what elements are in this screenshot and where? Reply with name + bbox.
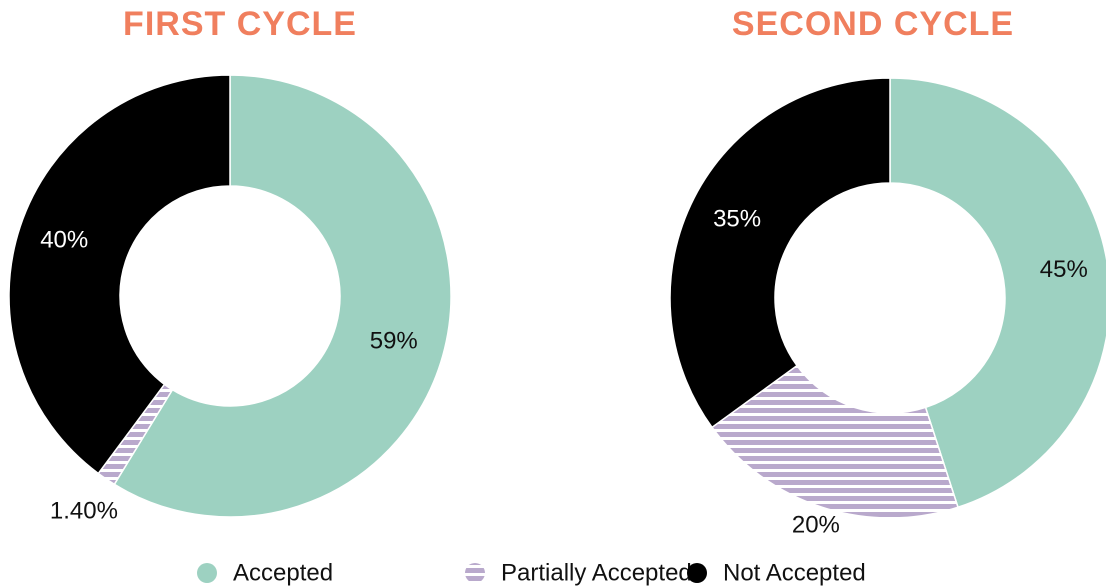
legend-swatch bbox=[687, 563, 707, 583]
value-label: 20% bbox=[792, 511, 840, 538]
legend-label: Not Accepted bbox=[723, 559, 866, 586]
value-label: 1.40% bbox=[50, 497, 118, 524]
value-label: 59% bbox=[370, 328, 418, 355]
value-label: 40% bbox=[40, 227, 88, 254]
chart-title: FIRST CYCLE bbox=[123, 5, 357, 43]
value-label: 35% bbox=[713, 205, 761, 232]
value-label: 45% bbox=[1040, 256, 1088, 283]
donut-slice bbox=[710, 364, 959, 519]
chart-title: SECOND CYCLE bbox=[732, 5, 1014, 43]
legend-swatch bbox=[197, 563, 217, 583]
legend-label: Accepted bbox=[233, 559, 333, 586]
donut-slice bbox=[113, 74, 452, 518]
legend-label: Partially Accepted bbox=[501, 559, 692, 586]
donut-slice bbox=[669, 77, 891, 429]
donut-slice bbox=[8, 74, 231, 475]
legend-swatch bbox=[465, 563, 485, 583]
donut-slice bbox=[889, 77, 1106, 509]
